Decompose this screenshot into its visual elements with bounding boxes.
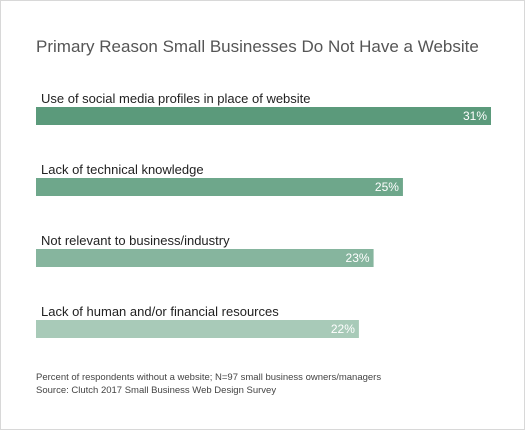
respondents-note: Percent of respondents without a website…	[36, 372, 382, 383]
value-label: 22%	[331, 322, 355, 336]
bar	[36, 320, 359, 338]
category-label: Lack of technical knowledge	[41, 162, 204, 177]
value-label: 23%	[346, 251, 370, 265]
category-label: Lack of human and/or financial resources	[41, 304, 279, 319]
category-label: Not relevant to business/industry	[41, 233, 230, 248]
value-label: 31%	[463, 109, 487, 123]
bar	[36, 107, 491, 125]
bar	[36, 178, 403, 196]
category-label: Use of social media profiles in place of…	[41, 91, 311, 106]
chart-title: Primary Reason Small Businesses Do Not H…	[36, 37, 479, 56]
source-note: Source: Clutch 2017 Small Business Web D…	[36, 385, 277, 396]
bar	[36, 249, 374, 267]
value-label: 25%	[375, 180, 399, 194]
